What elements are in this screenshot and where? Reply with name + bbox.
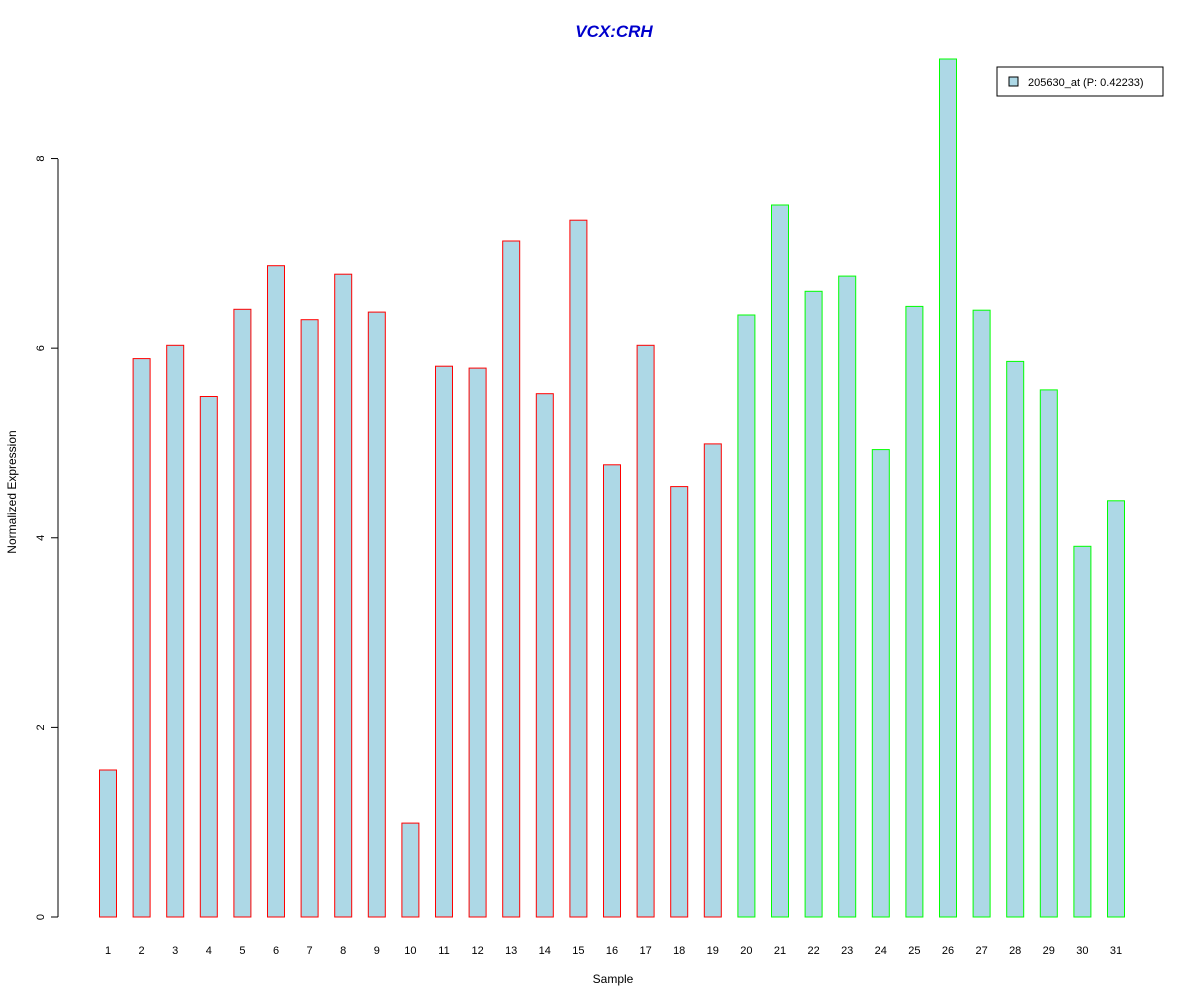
y-tick-label: 8 <box>35 155 47 161</box>
bar-sample-30 <box>1073 545 1092 918</box>
chart-title: VCX:CRH <box>575 22 653 41</box>
x-tick-label: 2 <box>139 945 145 957</box>
legend-box <box>996 66 1164 97</box>
x-tick-label: 18 <box>673 945 685 957</box>
x-tick-label: 4 <box>206 945 212 957</box>
x-tick-label: 16 <box>606 945 618 957</box>
bar-sample-3 <box>166 344 185 918</box>
y-tick-label: 0 <box>35 914 47 920</box>
y-tick-label: 2 <box>35 724 47 730</box>
bar-sample-8 <box>334 273 353 918</box>
bar-sample-14 <box>535 393 554 918</box>
y-axis-label: Normalized Expression <box>5 430 19 553</box>
legend: 205630_at (P: 0.42233) <box>996 66 1164 97</box>
x-tick-label: 29 <box>1043 945 1055 957</box>
x-tick-label: 10 <box>404 945 416 957</box>
x-tick-label: 5 <box>239 945 245 957</box>
legend-swatch <box>1008 76 1019 87</box>
x-tick-label: 3 <box>172 945 178 957</box>
bar-sample-17 <box>636 344 655 918</box>
bar-sample-25 <box>905 305 924 918</box>
bar-sample-26 <box>939 58 957 918</box>
x-tick-label: 14 <box>539 945 551 957</box>
bar-sample-2 <box>132 358 151 918</box>
bar-sample-16 <box>603 464 621 918</box>
x-tick-label: 15 <box>572 945 584 957</box>
bar-sample-12 <box>468 367 487 918</box>
x-tick-label: 6 <box>273 945 279 957</box>
bar-sample-31 <box>1107 500 1125 918</box>
bar-sample-13 <box>502 240 521 918</box>
x-tick-label: 27 <box>975 945 987 957</box>
x-tick-label: 28 <box>1009 945 1021 957</box>
x-tick-label: 20 <box>740 945 752 957</box>
bar-sample-15 <box>569 219 588 918</box>
x-tick-label: 24 <box>875 945 887 957</box>
x-tick-label: 11 <box>438 945 449 957</box>
x-tick-label: 26 <box>942 945 954 957</box>
x-tick-label: 9 <box>374 945 380 957</box>
x-tick-label: 31 <box>1110 945 1122 957</box>
bar-sample-4 <box>199 396 218 918</box>
y-axis: 0 2 4 6 8 <box>35 155 59 920</box>
x-tick-labels: 1 2 3 4 5 6 7 8 9 10 11 12 13 14 15 16 17 18 19 20 21 22 23 24 2… <box>105 945 1122 957</box>
bar-sample-24 <box>871 449 890 918</box>
x-tick-label: 8 <box>340 945 346 957</box>
bar-sample-10 <box>401 822 420 918</box>
bar-sample-27 <box>972 309 991 918</box>
bar-sample-29 <box>1039 389 1058 918</box>
bar-sample-20 <box>737 314 756 918</box>
x-tick-label: 19 <box>707 945 719 957</box>
x-tick-label: 21 <box>774 945 786 957</box>
bar-sample-21 <box>771 204 789 918</box>
x-tick-label: 25 <box>908 945 920 957</box>
bar-sample-9 <box>367 311 386 918</box>
legend-label: 205630_at (P: 0.42233) <box>1028 77 1144 89</box>
bar-sample-7 <box>300 319 319 918</box>
bar-sample-1 <box>99 769 117 918</box>
x-tick-label: 7 <box>307 945 313 957</box>
bar-sample-22 <box>804 290 823 918</box>
bar-sample-11 <box>435 365 453 918</box>
bar-sample-23 <box>838 275 857 918</box>
x-tick-label: 17 <box>639 945 651 957</box>
bars <box>99 58 1125 918</box>
bar-sample-6 <box>267 265 285 918</box>
y-tick-label: 4 <box>35 535 47 541</box>
x-tick-label: 13 <box>505 945 517 957</box>
x-tick-label: 22 <box>807 945 819 957</box>
bar-sample-28 <box>1006 360 1025 918</box>
x-tick-label: 1 <box>105 945 111 957</box>
x-tick-label: 30 <box>1076 945 1088 957</box>
x-axis-label: Sample <box>593 972 634 986</box>
y-tick-label: 6 <box>35 345 47 351</box>
bar-sample-5 <box>233 308 252 918</box>
bar-sample-19 <box>703 443 722 918</box>
x-tick-label: 23 <box>841 945 853 957</box>
x-tick-label: 12 <box>471 945 483 957</box>
bar-sample-18 <box>670 486 689 918</box>
